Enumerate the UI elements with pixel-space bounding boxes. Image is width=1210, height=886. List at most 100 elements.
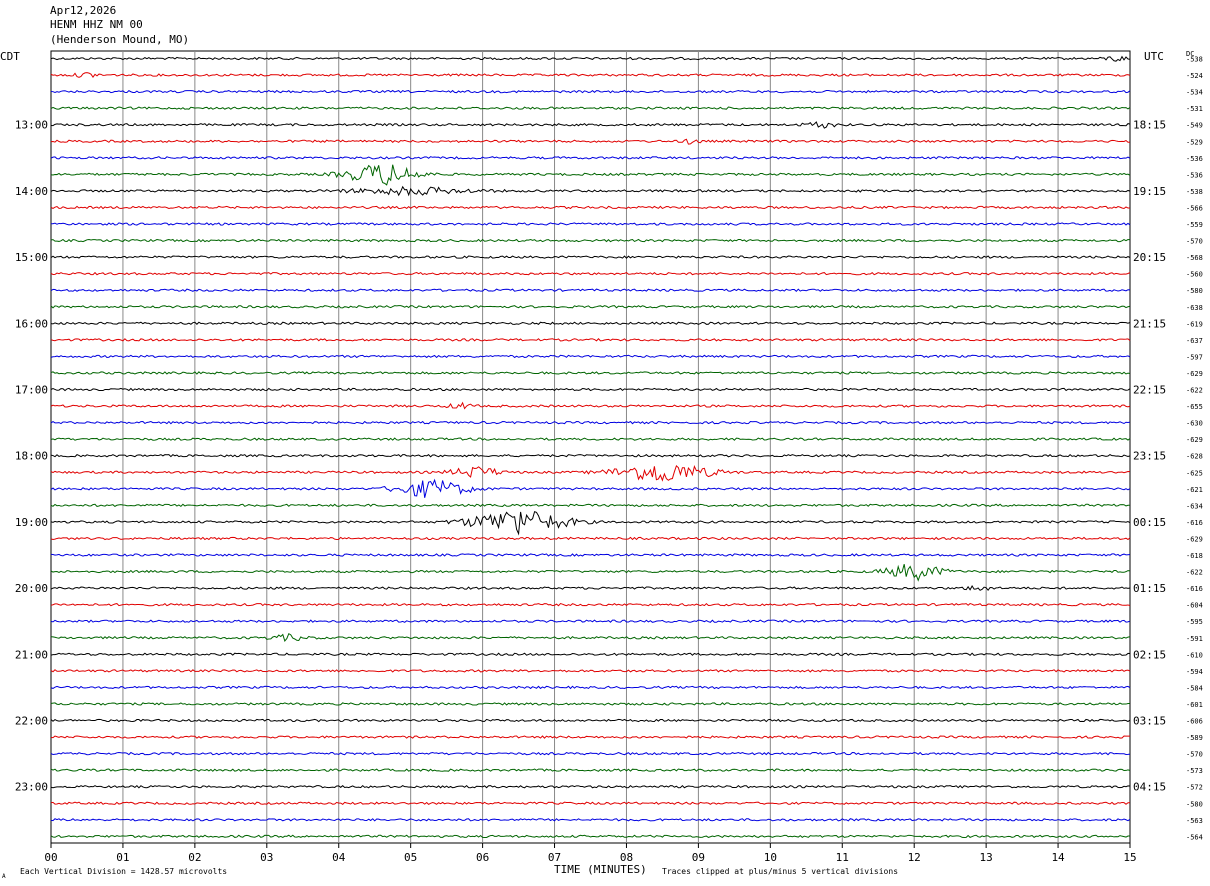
dc-offset-label: -572	[1186, 784, 1203, 792]
seismic-trace	[50, 619, 1131, 624]
right-hour-label: 22:15	[1133, 384, 1166, 397]
dc-offset-label: -630	[1186, 420, 1203, 428]
minute-grid	[50, 50, 1131, 844]
left-timezone-label: CDT	[0, 50, 20, 63]
dc-offset-label: -619	[1186, 320, 1203, 328]
dc-offset-label: -622	[1186, 569, 1203, 577]
dc-offset-labels: -538 -524 -534 -531 -549 -529 -536 -536 -538 -566…	[1186, 56, 1203, 842]
seismic-trace	[50, 602, 1131, 607]
x-tick-label: 02	[188, 851, 201, 864]
seismic-trace	[50, 271, 1131, 276]
dc-offset-label: -564	[1186, 833, 1203, 841]
dc-offset-label: -560	[1186, 271, 1203, 279]
seismic-trace	[50, 321, 1131, 326]
left-hour-label: 21:00	[15, 648, 48, 661]
seismic-trace	[50, 255, 1131, 259]
dc-offset-label: -597	[1186, 353, 1203, 361]
scale-note: Each Vertical Division = 1428.57 microvo…	[20, 867, 228, 876]
header-date: Apr12,2026	[50, 4, 117, 17]
dc-offset-label: -573	[1186, 767, 1203, 775]
x-tick-label: 07	[548, 851, 561, 864]
dc-offset-label: -629	[1186, 436, 1203, 444]
seismic-trace	[50, 238, 1131, 243]
dc-offset-label: -621	[1186, 486, 1203, 494]
header-location: (Henderson Mound, MO)	[50, 33, 190, 46]
seismic-trace	[50, 354, 1131, 359]
plot-frame	[50, 50, 1131, 844]
seismic-trace	[50, 164, 1131, 186]
dc-offset-label: -563	[1186, 817, 1203, 825]
x-tick-label: 04	[332, 851, 346, 864]
left-hour-label: 18:00	[15, 450, 48, 463]
seismic-trace	[50, 222, 1131, 226]
x-tick-label: 12	[908, 851, 921, 864]
left-hour-label: 20:00	[15, 582, 48, 595]
right-hour-label: 21:15	[1133, 317, 1166, 330]
seismic-trace	[50, 669, 1131, 673]
dc-offset-label: -629	[1186, 370, 1203, 378]
seismic-trace	[50, 553, 1131, 557]
seismic-trace	[50, 801, 1131, 806]
dc-offset-label: -638	[1186, 304, 1203, 312]
x-tick-label: 06	[476, 851, 489, 864]
seismic-trace	[50, 106, 1131, 110]
dc-offset-label: -637	[1186, 337, 1203, 345]
seismic-trace	[50, 185, 1131, 197]
seismic-trace	[50, 464, 1131, 482]
dc-offset-label: -559	[1186, 221, 1203, 229]
seismic-trace	[50, 478, 1131, 498]
seismic-trace	[50, 156, 1131, 160]
left-hour-label: 14:00	[15, 185, 48, 198]
left-hour-label: 17:00	[15, 384, 48, 397]
dc-offset-label: -570	[1186, 751, 1203, 759]
seismic-trace	[50, 564, 1131, 582]
dc-offset-label: -531	[1186, 105, 1203, 113]
right-timezone-label: UTC	[1144, 50, 1164, 63]
right-hour-label: 03:15	[1133, 715, 1166, 728]
seismic-trace	[50, 338, 1131, 342]
x-tick-label: 01	[116, 851, 129, 864]
left-hour-label: 13:00	[15, 119, 48, 132]
seismic-trace	[50, 652, 1131, 657]
dc-offset-label: -616	[1186, 585, 1203, 593]
seismic-trace	[50, 437, 1131, 441]
dc-offset-label: -622	[1186, 387, 1203, 395]
right-hour-label: 20:15	[1133, 251, 1166, 264]
dc-offset-label: -589	[1186, 734, 1203, 742]
dc-offset-label: -604	[1186, 602, 1203, 610]
seismic-trace	[50, 401, 1131, 410]
x-tick-label: 15	[1123, 851, 1136, 864]
corner-mark: A	[2, 873, 6, 880]
dc-offset-label: -655	[1186, 403, 1203, 411]
dc-header: DC	[1186, 50, 1194, 58]
dc-offset-label: -538	[1186, 188, 1203, 196]
dc-offset-label: -594	[1186, 668, 1203, 676]
seismic-trace	[50, 205, 1131, 210]
left-hour-label: 22:00	[15, 715, 48, 728]
x-tick-label: 08	[620, 851, 633, 864]
clip-note: Traces clipped at plus/minus 5 vertical …	[662, 867, 899, 876]
left-hour-label: 15:00	[15, 251, 48, 264]
x-tick-label: 10	[764, 851, 777, 864]
seismic-trace	[50, 585, 1131, 591]
seismic-trace	[50, 387, 1131, 392]
seismic-trace	[50, 453, 1131, 458]
dc-offset-label: -625	[1186, 469, 1203, 477]
right-hour-label: 19:15	[1133, 185, 1166, 198]
dc-offset-label: -610	[1186, 651, 1203, 659]
right-hour-label: 01:15	[1133, 582, 1166, 595]
seismic-trace	[50, 751, 1131, 756]
seismic-trace	[50, 288, 1131, 293]
seismic-trace	[50, 420, 1131, 425]
dc-offset-label: -616	[1186, 519, 1203, 527]
right-hour-label: 18:15	[1133, 119, 1166, 132]
seismic-trace	[50, 718, 1131, 723]
seismic-trace	[50, 818, 1131, 822]
seismic-trace	[50, 138, 1131, 145]
dc-offset-label: -618	[1186, 552, 1203, 560]
x-tick-label: 03	[260, 851, 273, 864]
dc-offset-label: -629	[1186, 535, 1203, 543]
dc-offset-label: -529	[1186, 138, 1203, 146]
left-hour-labels: 13:00 14:00 15:00 16:00 17:00 18:00 19:00 20:00…	[15, 119, 48, 794]
